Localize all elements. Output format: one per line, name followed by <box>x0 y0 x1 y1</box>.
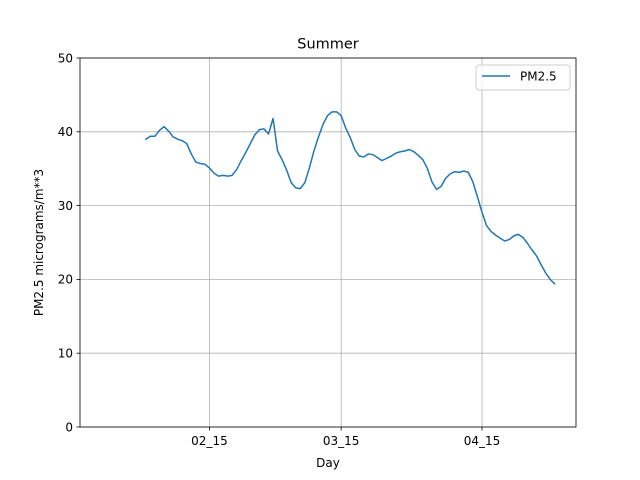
y-tick-label: 0 <box>65 420 73 434</box>
series-layer <box>144 111 556 285</box>
chart-title: Summer <box>297 37 359 53</box>
y-axis: 0 10 20 30 40 50 <box>58 51 80 434</box>
x-tick-label: 04_15 <box>464 434 501 448</box>
y-tick-label: 50 <box>58 51 73 65</box>
plot-area <box>80 58 576 427</box>
legend: PM2.5 <box>475 64 571 91</box>
x-axis-title: Day <box>316 456 340 470</box>
legend-box <box>475 64 571 91</box>
y-tick-label: 10 <box>58 347 73 361</box>
legend-label-pm25: PM2.5 <box>520 70 557 84</box>
series-line-pm25 <box>144 111 556 285</box>
y-axis-title: PM2.5 micrograms/m**3 <box>32 169 46 316</box>
x-axis: 02_15 03_15 04_15 <box>191 427 500 448</box>
y-tick-label: 20 <box>58 273 73 287</box>
y-tick-label: 30 <box>58 199 73 213</box>
x-tick-label: 02_15 <box>191 434 228 448</box>
y-tick-label: 40 <box>58 125 73 139</box>
plot-frame <box>79 57 577 428</box>
x-tick-label: 03_15 <box>323 434 360 448</box>
